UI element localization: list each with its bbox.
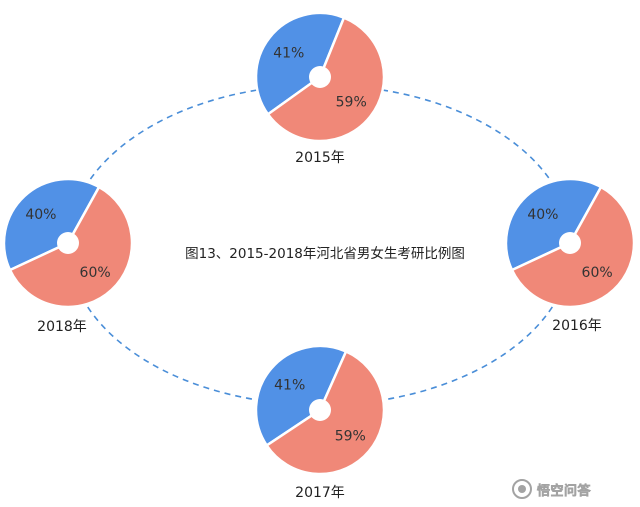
- donut-hole: [309, 66, 331, 88]
- chart-title: 图13、2015-2018年河北省男女生考研比例图: [185, 245, 465, 262]
- donut-hole: [309, 399, 331, 421]
- pie-label-2018: 2018年: [37, 319, 87, 335]
- pie-slice: [2, 177, 101, 272]
- pie-2015: 41% 59%: [254, 11, 386, 143]
- pie-label-2017: 2017年: [295, 485, 345, 501]
- pie-slice-label: 41%: [273, 46, 304, 62]
- pie-label-2016: 2016年: [552, 318, 602, 334]
- pie-2017: 41% 59%: [254, 344, 386, 476]
- pie-label-2015: 2015年: [295, 150, 345, 166]
- pie-slice-label: 40%: [25, 207, 56, 223]
- pie-slice-label: 60%: [80, 265, 111, 281]
- donut-hole: [559, 232, 581, 254]
- pie-2018: 40% 60%: [2, 177, 134, 309]
- pie-2016: 40% 60%: [504, 177, 636, 309]
- pie-slice-label: 60%: [582, 265, 613, 281]
- pie-slice-label: 40%: [527, 207, 558, 223]
- pie-slice: [504, 177, 603, 272]
- pie-slice: [254, 11, 346, 117]
- donut-hole: [57, 232, 79, 254]
- watermark-logo-icon: [512, 479, 532, 499]
- pie-slice-label: 59%: [336, 95, 367, 111]
- pie-slice-label: 59%: [335, 429, 366, 445]
- pie-slice: [254, 344, 348, 448]
- pie-slice-label: 41%: [274, 377, 305, 393]
- watermark-text: 悟空问答: [537, 483, 592, 499]
- watermark: 悟空问答: [511, 478, 591, 500]
